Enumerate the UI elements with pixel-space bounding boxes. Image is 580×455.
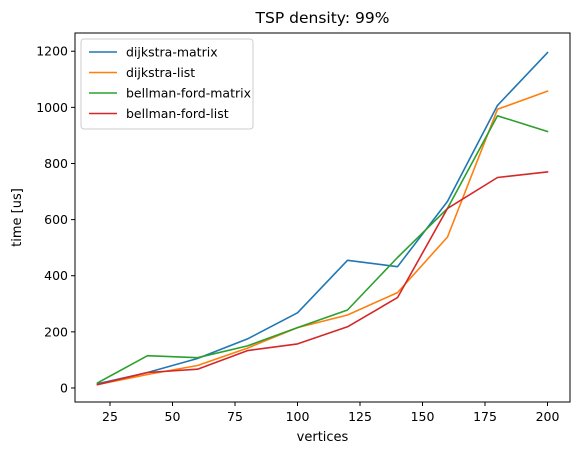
y-tick-label: 1200 [36,44,68,59]
legend: dijkstra-matrix dijkstra-list bellman-ford… [81,39,253,129]
y-tick-label: 400 [44,268,68,283]
x-axis: 25 50 75 100 125 150 175 200 [102,402,559,424]
series-line-bellman-ford-list [98,172,548,385]
chart-title: TSP density: 99% [255,9,390,27]
y-axis-title: time [us] [10,188,25,247]
x-tick-label: 100 [286,409,310,424]
legend-label-bellman-ford-list: bellman-ford-list [126,106,229,121]
series-line-dijkstra-list [98,91,548,385]
x-tick-label: 50 [165,409,181,424]
y-tick-label: 600 [44,212,68,227]
legend-label-dijkstra-matrix: dijkstra-matrix [126,45,218,60]
x-tick-label: 175 [473,409,497,424]
y-tick-label: 800 [44,156,68,171]
y-tick-label: 1000 [36,100,68,115]
y-tick-label: 200 [44,324,68,339]
legend-label-dijkstra-list: dijkstra-list [126,65,195,80]
y-axis: 0 200 400 600 800 1000 1200 [36,44,75,396]
x-axis-title: vertices [297,430,349,445]
x-tick-label: 200 [536,409,560,424]
x-tick-label: 75 [227,409,243,424]
x-tick-label: 125 [348,409,372,424]
x-tick-label: 150 [411,409,435,424]
legend-label-bellman-ford-matrix: bellman-ford-matrix [126,86,251,101]
x-tick-label: 25 [102,409,118,424]
y-tick-label: 0 [60,380,68,395]
